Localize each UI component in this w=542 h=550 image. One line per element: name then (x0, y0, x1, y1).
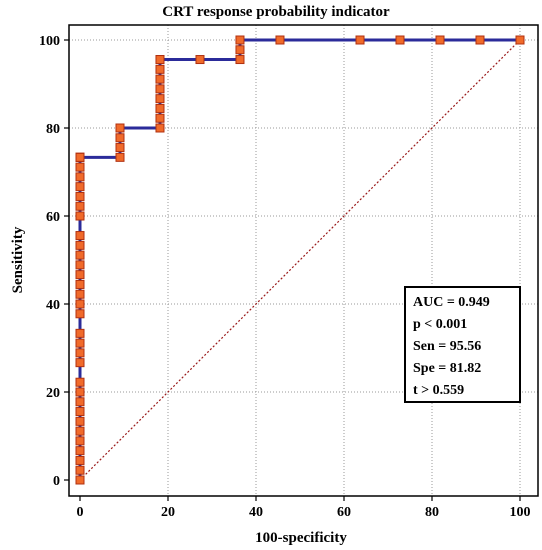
axis-ticks: 0 20 40 60 80 100 0 20 40 60 80 100 (39, 34, 531, 520)
roc-curve-markers (75, 35, 525, 485)
roc-point-marker (395, 35, 405, 45)
roc-point-marker (75, 358, 85, 368)
roc-point-marker (235, 55, 245, 65)
roc-point-marker (75, 240, 85, 250)
roc-point-marker (155, 123, 165, 133)
roc-point-marker (75, 299, 85, 309)
roc-point-marker (75, 455, 85, 465)
roc-point-marker (75, 338, 85, 348)
roc-point-marker (75, 211, 85, 221)
stats-auc: AUC = 0.949 (413, 295, 490, 310)
roc-point-marker (155, 113, 165, 123)
roc-point-marker (75, 387, 85, 397)
roc-point-marker (75, 201, 85, 211)
roc-point-marker (475, 35, 485, 45)
roc-point-marker (435, 35, 445, 45)
roc-point-marker (115, 143, 125, 153)
y-tick-label: 20 (46, 386, 60, 401)
roc-point-marker (195, 55, 205, 65)
roc-point-marker (155, 103, 165, 113)
roc-point-marker (155, 74, 165, 84)
roc-point-marker (75, 377, 85, 387)
roc-point-marker (75, 475, 85, 485)
roc-point-marker (235, 35, 245, 45)
roc-point-marker (75, 436, 85, 446)
reference-diagonal-line (79, 39, 521, 481)
x-tick-label: 0 (77, 505, 84, 520)
x-tick-label: 40 (249, 505, 263, 520)
stats-sensitivity: Sen = 95.56 (413, 339, 481, 354)
stats-threshold: t > 0.559 (413, 383, 464, 398)
roc-point-marker (155, 94, 165, 104)
roc-point-marker (275, 35, 285, 45)
stats-box: AUC = 0.949 p < 0.001 Sen = 95.56 Spe = … (404, 286, 521, 403)
roc-point-marker (75, 407, 85, 417)
roc-point-marker (75, 191, 85, 201)
stats-specificity: Spe = 81.82 (413, 361, 481, 376)
roc-point-marker (155, 64, 165, 74)
roc-point-marker (75, 270, 85, 280)
y-tick-label: 60 (46, 210, 60, 225)
y-tick-label: 100 (39, 34, 60, 49)
roc-point-marker (115, 123, 125, 133)
roc-point-marker (515, 35, 525, 45)
roc-point-marker (355, 35, 365, 45)
x-tick-label: 100 (510, 505, 531, 520)
y-tick-label: 0 (53, 474, 60, 489)
x-axis-label: 100-specificity (255, 530, 347, 546)
stats-box-frame (404, 286, 521, 403)
roc-point-marker (75, 328, 85, 338)
plot-area-frame (68, 24, 539, 497)
roc-point-marker (75, 416, 85, 426)
x-tick-label: 60 (337, 505, 351, 520)
roc-point-marker (75, 348, 85, 358)
roc-point-marker (75, 309, 85, 319)
roc-point-marker (75, 465, 85, 475)
x-tick-label: 80 (425, 505, 439, 520)
roc-point-marker (75, 446, 85, 456)
roc-point-marker (75, 260, 85, 270)
x-tick-label: 20 (161, 505, 175, 520)
y-tick-label: 40 (46, 298, 60, 313)
y-axis-label: Sensitivity (10, 226, 26, 293)
roc-point-marker (155, 84, 165, 94)
roc-point-marker (75, 231, 85, 241)
roc-point-marker (75, 152, 85, 162)
roc-point-marker (75, 250, 85, 260)
roc-point-marker (155, 55, 165, 65)
roc-point-marker (75, 397, 85, 407)
roc-point-marker (75, 172, 85, 182)
roc-point-marker (75, 182, 85, 192)
roc-point-marker (75, 289, 85, 299)
roc-point-marker (235, 45, 245, 55)
chart-title: CRT response probability indicator (162, 4, 390, 20)
roc-point-marker (75, 279, 85, 289)
y-tick-label: 80 (46, 122, 60, 137)
roc-point-marker (75, 426, 85, 436)
roc-point-marker (115, 133, 125, 143)
grid-lines (69, 25, 538, 496)
roc-point-marker (75, 162, 85, 172)
roc-point-marker (115, 152, 125, 162)
stats-p-value: p < 0.001 (413, 317, 467, 332)
